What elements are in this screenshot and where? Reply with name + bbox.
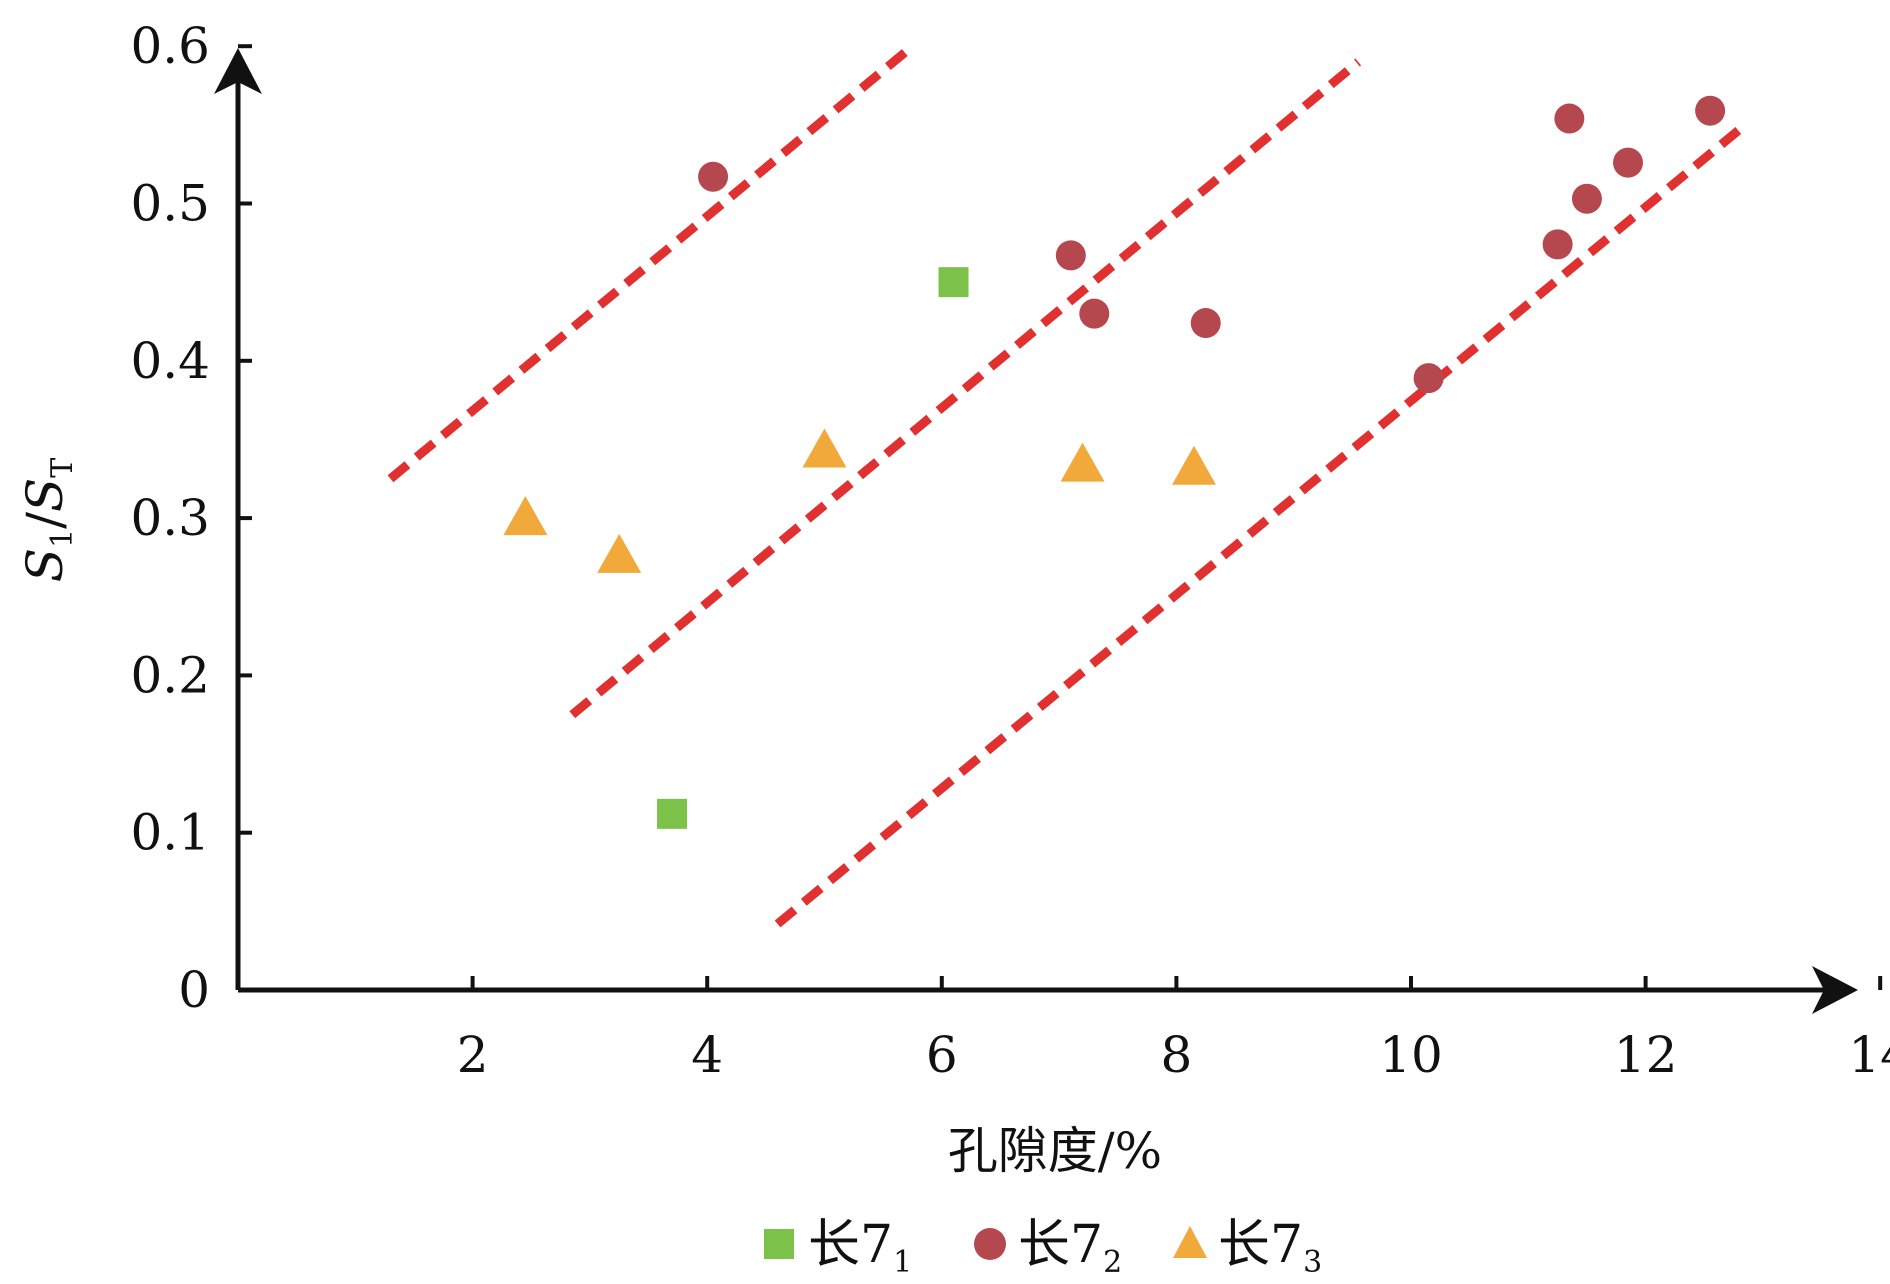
y-axis-title-sub2: T xyxy=(45,458,80,478)
y-axis-title-sub1: 1 xyxy=(45,529,80,548)
point-series-2 xyxy=(1571,183,1602,214)
x-tick-label: 14 xyxy=(1848,1026,1890,1084)
x-tick-label: 2 xyxy=(457,1026,489,1084)
legend-label-1: 长71 xyxy=(808,1215,912,1280)
svg-text:S1/ST: S1/ST xyxy=(16,458,80,583)
y-tick-label: 0.2 xyxy=(130,646,210,704)
y-tick-label: 0.4 xyxy=(130,332,210,390)
y-axis-title-main: S xyxy=(16,548,74,582)
y-axis-title: S1/ST xyxy=(16,458,80,583)
point-series-2 xyxy=(1079,298,1110,329)
point-series-1 xyxy=(657,798,688,829)
legend-marker-circle xyxy=(974,1228,1006,1260)
y-ticks: 0 0.1 0.2 0.3 0.4 0.5 0.6 xyxy=(130,17,252,1019)
data-points xyxy=(503,95,1726,829)
legend-marker-triangle xyxy=(1173,1226,1207,1258)
x-ticks: 2 4 6 8 10 12 14 xyxy=(457,976,1890,1084)
point-series-3 xyxy=(597,533,642,573)
point-series-2 xyxy=(1190,308,1221,339)
point-series-3 xyxy=(1171,445,1216,485)
y-tick-label: 0.5 xyxy=(130,175,210,233)
y-tick-label: 0.3 xyxy=(130,489,210,547)
x-tick-label: 10 xyxy=(1379,1026,1443,1084)
x-axis-arrow xyxy=(1812,966,1858,1014)
x-tick-label: 4 xyxy=(691,1026,723,1084)
legend: 长71 长72 长73 xyxy=(764,1215,1322,1280)
x-axis-title: 孔隙度/% xyxy=(948,1122,1162,1180)
point-series-2 xyxy=(1542,229,1573,260)
y-axis-title-main2: S xyxy=(16,478,74,512)
x-tick-label: 8 xyxy=(1160,1026,1192,1084)
trend-line xyxy=(387,42,916,483)
point-series-2 xyxy=(698,161,729,192)
y-tick-label: 0.1 xyxy=(130,804,210,862)
y-axis-title-slash: / xyxy=(16,512,74,529)
x-tick-label: 12 xyxy=(1614,1026,1678,1084)
point-series-2 xyxy=(1055,240,1086,271)
point-series-3 xyxy=(503,496,548,536)
point-series-2 xyxy=(1554,103,1585,134)
point-series-3 xyxy=(1060,442,1105,482)
trend-line xyxy=(774,126,1743,928)
point-series-2 xyxy=(1413,363,1444,394)
y-tick-label: 0 xyxy=(178,961,210,1019)
point-series-3 xyxy=(802,428,847,468)
trend-line xyxy=(569,58,1362,719)
x-tick-label: 6 xyxy=(926,1026,958,1084)
y-axis-arrow xyxy=(214,48,262,94)
point-series-2 xyxy=(1613,147,1644,178)
point-series-2 xyxy=(1695,95,1726,126)
point-series-1 xyxy=(938,267,969,298)
legend-marker-square xyxy=(764,1229,794,1259)
trend-lines xyxy=(387,42,1743,928)
legend-label-2: 长72 xyxy=(1018,1215,1122,1280)
axes xyxy=(214,48,1858,1014)
legend-label-3: 长73 xyxy=(1218,1215,1322,1280)
y-tick-label: 0.6 xyxy=(130,17,210,75)
